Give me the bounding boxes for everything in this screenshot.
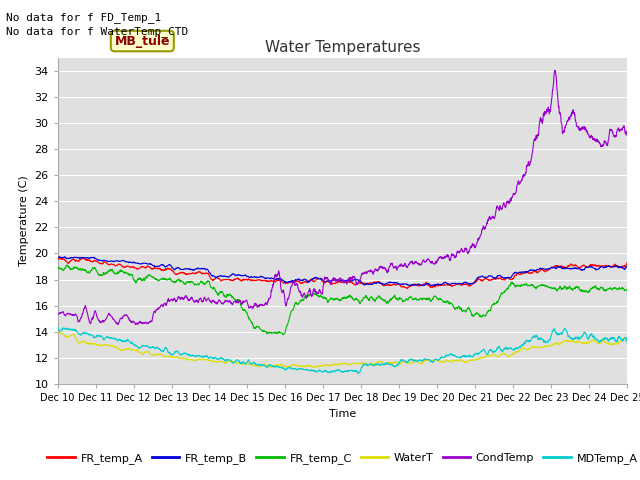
Text: No data for f FD_Temp_1: No data for f FD_Temp_1 <box>6 12 162 23</box>
Text: MB_tule: MB_tule <box>115 35 170 48</box>
Text: No data for f WaterTemp_CTD: No data for f WaterTemp_CTD <box>6 26 189 37</box>
Legend: FR_temp_A, FR_temp_B, FR_temp_C, WaterT, CondTemp, MDTemp_A: FR_temp_A, FR_temp_B, FR_temp_C, WaterT,… <box>43 448 640 468</box>
Y-axis label: Temperature (C): Temperature (C) <box>19 175 29 266</box>
X-axis label: Time: Time <box>329 408 356 419</box>
Title: Water Temperatures: Water Temperatures <box>265 40 420 55</box>
